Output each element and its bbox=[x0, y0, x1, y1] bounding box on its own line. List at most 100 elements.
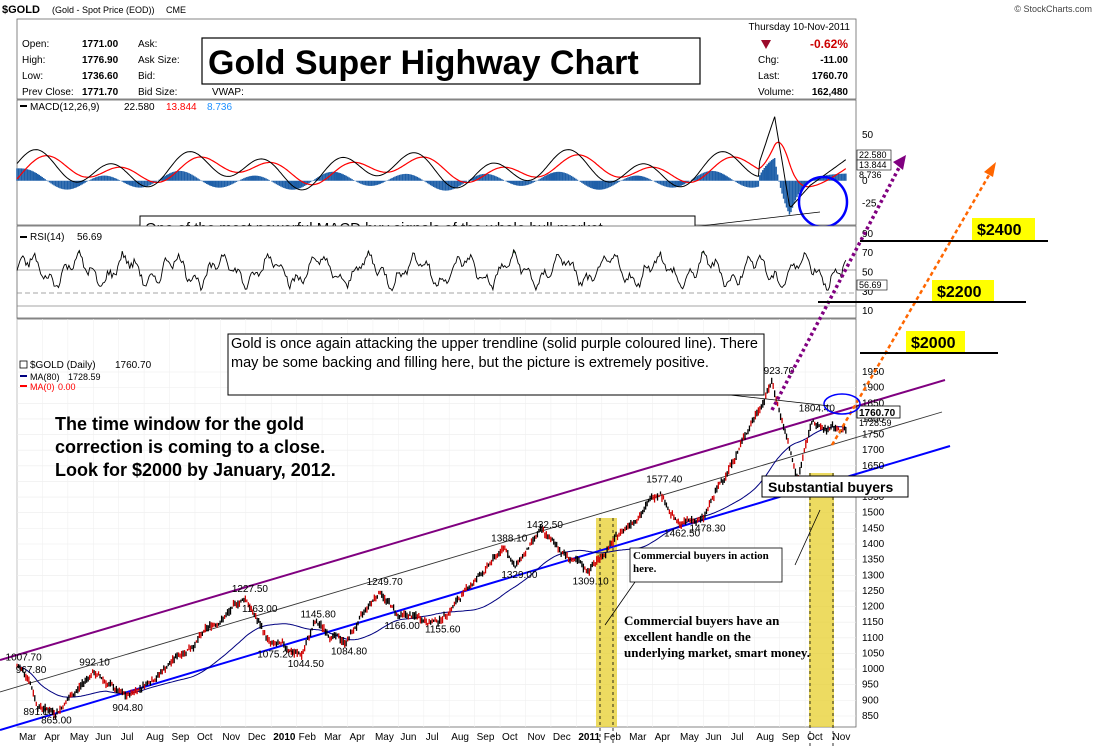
macd-legend-value: 22.580 bbox=[124, 102, 155, 113]
macd-legend-label: MACD(12,26,9) bbox=[30, 102, 99, 113]
symbol: $GOLD bbox=[2, 4, 40, 16]
x-tick: Oct bbox=[502, 732, 518, 743]
x-axis: Mar Apr May Jun Jul Aug Sep Oct Nov Dec 2010 Feb Mar… bbox=[19, 732, 850, 743]
attack-note-pointer bbox=[729, 394, 831, 407]
ma0-legend-label: MA(0) bbox=[30, 382, 55, 392]
title-box bbox=[201, 37, 701, 85]
vwap-label: VWAP: bbox=[212, 87, 244, 98]
pivot-label: 1007.70 bbox=[6, 653, 43, 664]
rsi-legend-label: RSI(14) bbox=[30, 232, 64, 243]
macd-right-tags: 22.580 13.844 8.736 bbox=[856, 149, 892, 180]
pivot-label: 1309.10 bbox=[573, 576, 610, 587]
chg-value: -11.00 bbox=[820, 55, 848, 66]
ask-label: Ask: bbox=[138, 39, 157, 50]
x-tick: Mar bbox=[324, 732, 342, 743]
commercial-note-1: Commercial buyers in action here. bbox=[633, 550, 769, 575]
price-y-tick: 1400 bbox=[862, 539, 885, 550]
x-tick: May bbox=[70, 732, 89, 743]
x-tick: Oct bbox=[807, 732, 823, 743]
pivot-label: 1075.20 bbox=[257, 650, 294, 661]
macd-y-tick: -25 bbox=[862, 199, 877, 210]
price-legend-swatch bbox=[19, 360, 28, 369]
price-legend: $GOLD (Daily) 1760.70 MA(80) 1728.59 MA(… bbox=[19, 360, 152, 392]
ma80-legend-label: MA(80) bbox=[30, 372, 60, 382]
rsi-y-tick: 70 bbox=[862, 248, 874, 259]
volume-value: 162,480 bbox=[812, 87, 849, 98]
chart-title: Gold Super Highway Chart bbox=[208, 44, 639, 82]
macd-legend-hist: 8.736 bbox=[207, 102, 232, 113]
x-tick: Jun bbox=[705, 732, 721, 743]
pct-change: -0.62% bbox=[810, 37, 848, 51]
pivot-label: 1388.10 bbox=[491, 534, 528, 545]
price-y-tick: 950 bbox=[862, 680, 879, 691]
middle-trendline bbox=[0, 411, 943, 693]
rsi-y-axis: 90 70 50 30 10 bbox=[862, 229, 874, 317]
pivot-label: 1084.80 bbox=[331, 647, 368, 658]
source-credit: © StockCharts.com bbox=[1014, 4, 1092, 14]
high-value: 1776.90 bbox=[82, 55, 119, 66]
symbol-description: (Gold - Spot Price (EOD)) bbox=[52, 5, 155, 15]
price-y-tick: 1900 bbox=[862, 383, 885, 394]
pivot-label: 1227.50 bbox=[232, 584, 269, 595]
attack-note-box bbox=[227, 333, 765, 396]
rsi-y-tick: 50 bbox=[862, 268, 874, 279]
price-y-tick: 1850 bbox=[862, 398, 885, 409]
x-tick: 2011 bbox=[578, 732, 600, 743]
pivot-label: 967.80 bbox=[16, 665, 47, 676]
commercial-note-2-wrap: Commercial buyers have an excellent hand… bbox=[624, 613, 810, 660]
pivot-label: 1044.50 bbox=[288, 659, 325, 670]
macd-signal-line bbox=[16, 141, 847, 188]
macd-line bbox=[16, 116, 847, 208]
quote-block: Open: 1771.00 High: 1776.90 Low: 1736.60… bbox=[22, 39, 244, 98]
x-tick: Dec bbox=[248, 732, 266, 743]
price-y-tick: 1500 bbox=[862, 508, 885, 519]
attack-circle bbox=[823, 393, 861, 415]
ma0-legend-value: 0.00 bbox=[58, 382, 76, 392]
x-tick: Oct bbox=[197, 732, 213, 743]
prev-close-label: Prev Close: bbox=[22, 87, 74, 98]
rsi-panel bbox=[16, 225, 857, 319]
high-label: High: bbox=[22, 55, 45, 66]
price-grid bbox=[16, 319, 856, 727]
prev-close-value: 1771.70 bbox=[82, 87, 119, 98]
pivot-label: 904.80 bbox=[112, 703, 143, 714]
commercial-note-2: Commercial buyers have an excellent hand… bbox=[624, 613, 810, 660]
macd-histogram bbox=[16, 158, 847, 215]
exchange: CME bbox=[166, 5, 186, 15]
substantial-label: Substantial buyers bbox=[768, 479, 893, 495]
volume-label: Volume: bbox=[758, 87, 794, 98]
pivot-label: 1155.60 bbox=[425, 624, 461, 635]
x-tick: Dec bbox=[553, 732, 571, 743]
x-tick: Aug bbox=[756, 732, 774, 743]
price-y-axis: 1950190018501800175017001650160015501500… bbox=[862, 367, 885, 722]
pivot-label: 1249.70 bbox=[367, 577, 404, 588]
macd-note-pointer bbox=[682, 211, 821, 229]
macd-tag-signal: 13.844 bbox=[859, 160, 887, 170]
ma80-line bbox=[16, 426, 846, 698]
pivot-label: 1166.00 bbox=[384, 621, 420, 632]
target-2400-label: $2400 bbox=[977, 222, 1022, 239]
price-y-tick: 1200 bbox=[862, 602, 885, 613]
macd-legend-signal: 13.844 bbox=[166, 102, 197, 113]
last-price-tag: 1760.70 bbox=[859, 408, 896, 419]
pivot-label: 1163.00 bbox=[242, 604, 278, 615]
pivot-label: 1145.80 bbox=[300, 609, 336, 620]
x-tick: Nov bbox=[222, 732, 240, 743]
x-tick: May bbox=[375, 732, 394, 743]
x-tick: Nov bbox=[833, 732, 851, 743]
macd-tag-hist: 8.736 bbox=[859, 170, 882, 180]
price-y-tick: 1950 bbox=[862, 367, 885, 378]
rsi-legend-value: 56.69 bbox=[77, 232, 102, 243]
low-label: Low: bbox=[22, 71, 43, 82]
price-legend-label: $GOLD (Daily) bbox=[30, 360, 96, 371]
x-tick: Jul bbox=[121, 732, 134, 743]
low-value: 1736.60 bbox=[82, 71, 119, 82]
bid-label: Bid: bbox=[138, 71, 155, 82]
orange-arrowhead-icon bbox=[984, 162, 996, 177]
rsi-y-tick: 10 bbox=[862, 306, 874, 317]
pivot-label: 1462.50 bbox=[664, 528, 701, 539]
substantial-box bbox=[761, 475, 909, 498]
price-y-tick: 1550 bbox=[862, 492, 885, 503]
price-y-tick: 1150 bbox=[862, 617, 884, 628]
last-value: 1760.70 bbox=[812, 71, 849, 82]
